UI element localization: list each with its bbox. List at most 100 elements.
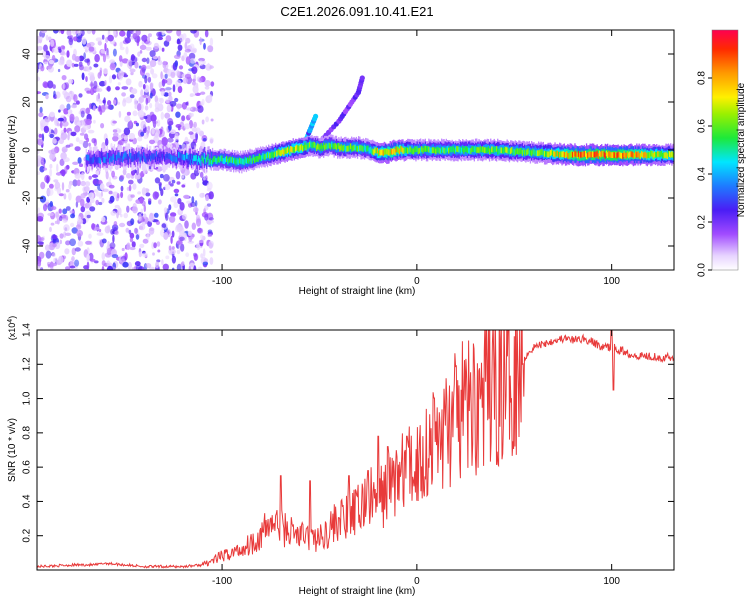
heatmap-ridge-cell xyxy=(656,152,658,158)
heatmap-cell xyxy=(109,242,116,249)
heatmap-ridge-cell xyxy=(124,151,126,158)
heatmap-cell xyxy=(134,174,141,180)
heatmap-ridge-cell xyxy=(524,149,526,156)
heatmap-cell xyxy=(161,47,165,52)
heatmap-cell xyxy=(208,217,214,221)
heatmap-cell xyxy=(141,252,148,258)
heatmap-cell xyxy=(148,215,154,223)
heatmap-cell xyxy=(91,30,96,35)
heatmap-cell xyxy=(145,97,149,106)
heatmap-ridge-cell xyxy=(498,148,500,155)
heatmap-cell xyxy=(39,36,43,40)
heatmap-cell xyxy=(110,142,113,149)
heatmap-ridge-cell xyxy=(181,154,183,160)
heatmap-cell xyxy=(175,124,182,128)
heatmap-cell xyxy=(193,74,197,83)
heatmap-ridge-cell xyxy=(593,152,595,158)
heatmap-ridge-cell xyxy=(541,149,543,155)
heatmap-ridge-cell xyxy=(127,156,130,163)
heatmap-ridge-cell xyxy=(206,156,208,163)
heatmap-cell xyxy=(104,42,107,52)
colorbar-label: Normalized spectral amplitude xyxy=(736,82,747,217)
heatmap-ridge-cell xyxy=(450,146,452,153)
heatmap-cell xyxy=(40,181,46,190)
heatmap-cell xyxy=(154,177,161,184)
heatmap-cell xyxy=(146,57,150,64)
heatmap-cell xyxy=(134,227,138,234)
heatmap-ridge-cell xyxy=(625,152,627,159)
heatmap-ridge-cell xyxy=(337,143,339,149)
heatmap-ridge-cell xyxy=(133,155,135,166)
heatmap-cell xyxy=(194,200,198,207)
y-tick-label: 0 xyxy=(22,147,33,153)
heatmap-cell xyxy=(131,241,136,248)
heatmap-ridge-cell xyxy=(139,156,141,163)
heatmap-cell xyxy=(71,62,75,68)
heatmap-cell xyxy=(176,249,181,255)
heatmap-ridge-cell xyxy=(289,148,291,155)
heatmap-ridge-cell xyxy=(327,142,329,149)
heatmap-ridge-cell xyxy=(585,153,588,160)
heatmap-ridge-cell xyxy=(467,147,470,154)
heatmap-cell xyxy=(88,72,95,77)
heatmap-ridge-cell xyxy=(486,147,488,154)
heatmap-ridge-cell xyxy=(442,146,444,153)
heatmap-ridge-cell xyxy=(564,152,567,158)
heatmap-ridge-cell xyxy=(86,154,89,161)
heatmap-ridge-cell xyxy=(546,151,548,157)
heatmap-cell xyxy=(58,193,64,197)
heatmap-cell xyxy=(62,219,68,223)
heatmap-cell xyxy=(61,146,68,153)
heatmap-cell xyxy=(137,136,143,142)
colorbar-tick-label: 0.0 xyxy=(697,263,708,277)
heatmap-ridge-cell xyxy=(93,157,96,167)
heatmap-ridge-cell xyxy=(487,146,490,153)
heatmap-ridge-cell xyxy=(439,148,442,155)
heatmap-ridge-cell xyxy=(303,145,305,151)
heatmap-ridge-cell xyxy=(370,148,373,155)
heatmap-cell xyxy=(132,183,137,190)
colorbar: 0.0 0.2 0.4 0.6 0.8 Normalized spectral ampl… xyxy=(697,29,747,277)
heatmap-cell xyxy=(39,106,43,114)
heatmap-ridge-cell xyxy=(409,146,411,153)
heatmap-cell xyxy=(199,192,205,198)
heatmap-cell xyxy=(158,199,162,205)
heatmap-ridge-cell xyxy=(96,157,98,164)
heatmap-cell xyxy=(118,55,123,62)
heatmap-cell xyxy=(41,50,47,58)
heatmap-ridge-cell xyxy=(503,148,505,154)
heatmap-cell xyxy=(134,61,139,69)
heatmap-cell xyxy=(159,97,164,104)
heatmap-cell xyxy=(37,155,42,162)
heatmap-ridge-cell xyxy=(424,145,426,152)
heatmap-ridge-cell xyxy=(282,148,284,155)
heatmap-cell xyxy=(70,131,77,137)
heatmap-cell xyxy=(83,125,90,131)
heatmap-ridge-cell xyxy=(608,150,610,157)
heatmap-ridge-cell xyxy=(229,156,231,163)
heatmap-cell xyxy=(185,56,191,65)
heatmap-ridge-cell xyxy=(453,147,456,154)
heatmap-cell xyxy=(86,65,91,73)
heatmap-ridge-cell xyxy=(522,148,525,155)
heatmap-cell xyxy=(46,65,53,70)
heatmap-ridge-cell xyxy=(624,152,626,159)
heatmap-ridge-cell xyxy=(539,149,541,156)
heatmap-cell xyxy=(204,80,211,87)
heatmap-ridge-cell xyxy=(166,152,168,158)
heatmap-cell xyxy=(93,63,99,68)
heatmap-cell xyxy=(69,113,75,122)
heatmap-cell xyxy=(76,229,83,237)
heatmap-ridge-cell xyxy=(513,149,515,155)
heatmap-cell xyxy=(54,127,58,135)
heatmap-cell xyxy=(128,132,136,140)
heatmap-cell xyxy=(88,175,92,180)
heatmap-cell xyxy=(85,181,91,187)
heatmap-cell xyxy=(116,193,120,199)
heatmap-ridge-cell xyxy=(497,148,499,155)
heatmap-ridge-cell xyxy=(645,152,647,159)
heatmap-ridge-cell xyxy=(423,146,425,152)
heatmap-cell xyxy=(47,264,51,268)
heatmap-cell xyxy=(75,100,80,105)
heatmap-ridge-cell xyxy=(445,147,447,153)
